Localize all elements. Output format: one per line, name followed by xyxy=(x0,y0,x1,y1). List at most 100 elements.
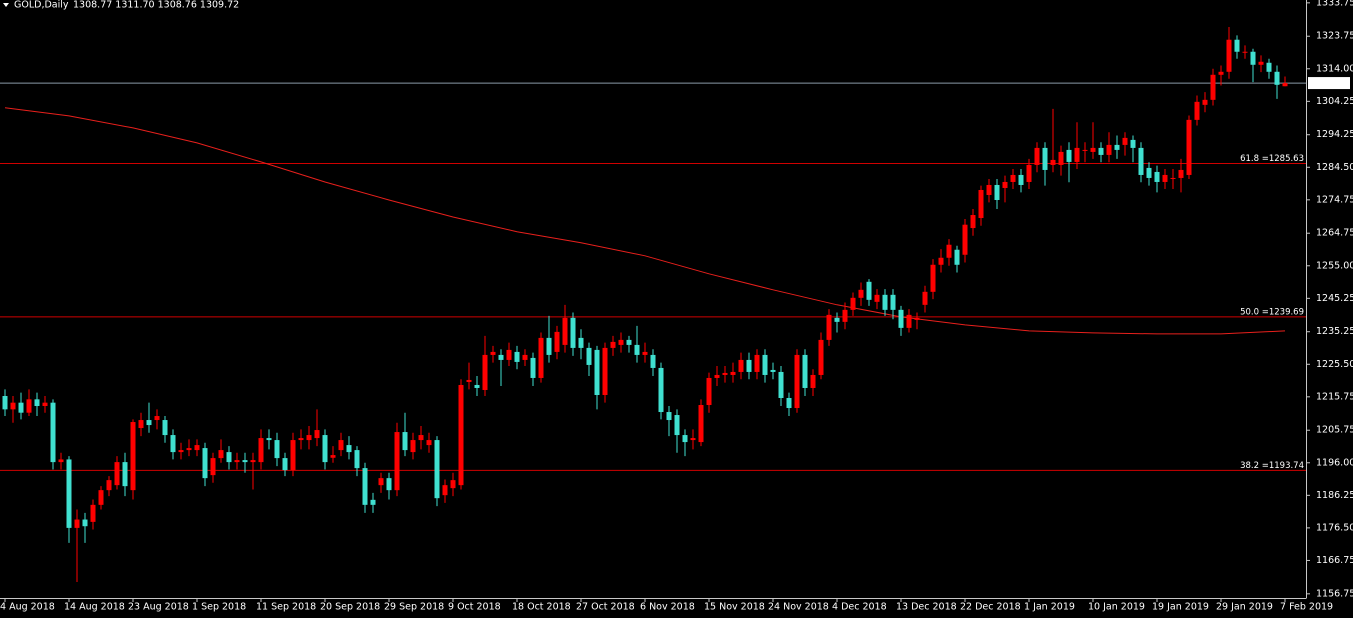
x-tick-label: 1 Jan 2019 xyxy=(1024,602,1075,613)
candle-body xyxy=(322,435,328,463)
candle-body xyxy=(610,341,616,348)
candle-body xyxy=(1034,147,1040,165)
menu-icon[interactable] xyxy=(3,3,9,7)
candle-body xyxy=(682,435,688,443)
candle-body xyxy=(1258,61,1264,65)
x-tick-label: 18 Oct 2018 xyxy=(512,602,571,613)
candle-body xyxy=(1146,167,1152,178)
candle-body xyxy=(394,432,400,491)
x-tick-label: 7 Feb 2019 xyxy=(1280,602,1333,613)
candle-body xyxy=(698,405,704,443)
candle-body xyxy=(810,374,816,388)
x-tick-label: 13 Dec 2018 xyxy=(896,602,957,613)
candle-body xyxy=(1266,62,1272,72)
x-tick-label: 4 Aug 2018 xyxy=(0,602,55,613)
candle-body xyxy=(1130,139,1136,148)
candle-body xyxy=(850,297,856,310)
candle-body xyxy=(338,440,344,451)
candle-body xyxy=(994,184,1000,201)
candle-body xyxy=(754,354,760,372)
candle-body xyxy=(634,344,640,355)
chart-title: GOLD,Daily xyxy=(14,0,69,11)
candle-body xyxy=(450,480,456,489)
candle-body xyxy=(762,354,768,375)
x-tick-label: 15 Nov 2018 xyxy=(704,602,765,613)
candle-body xyxy=(474,384,480,388)
candle-body xyxy=(778,371,784,398)
candle-body xyxy=(1138,147,1144,175)
candle-body xyxy=(546,337,552,355)
candle-body xyxy=(626,339,632,345)
candle-body xyxy=(1210,74,1216,100)
candle-body xyxy=(602,347,608,395)
y-tick-label: 1323.75 xyxy=(1316,31,1353,42)
candle-body xyxy=(330,455,336,458)
candle-body xyxy=(858,289,864,298)
candle-body xyxy=(466,379,472,382)
y-tick-label: 1274.75 xyxy=(1316,194,1353,205)
candle-body xyxy=(490,351,496,355)
candle-body xyxy=(690,438,696,441)
moving-average xyxy=(4,107,1286,335)
candle-body xyxy=(26,399,32,413)
candle-body xyxy=(906,314,912,328)
candle-body xyxy=(218,450,224,459)
candle-body xyxy=(1114,144,1120,150)
x-tick-label: 10 Jan 2019 xyxy=(1088,602,1145,613)
candle-body xyxy=(482,354,488,390)
candle-body xyxy=(170,435,176,453)
candle-body xyxy=(706,377,712,406)
candle-body xyxy=(818,339,824,375)
candle-body xyxy=(314,430,320,439)
candle-body xyxy=(402,432,408,451)
candle-body xyxy=(914,317,920,320)
candle-body xyxy=(730,371,736,375)
candle-body xyxy=(42,402,48,407)
y-tick-label: 1176.50 xyxy=(1316,522,1353,533)
candle-body xyxy=(258,438,264,463)
candle-body xyxy=(786,397,792,409)
candle-body xyxy=(522,354,528,360)
candle-body xyxy=(714,374,720,378)
candle-body xyxy=(946,244,952,258)
candle-body xyxy=(58,459,64,463)
candle-body xyxy=(186,448,192,451)
y-tick-label: 1156.75 xyxy=(1316,588,1353,599)
candle-body xyxy=(458,384,464,486)
candle-body xyxy=(898,309,904,328)
candle-body xyxy=(18,402,24,413)
candle-body xyxy=(874,294,880,302)
y-tick-label: 1205.75 xyxy=(1316,425,1353,436)
y-tick-label: 1196.00 xyxy=(1316,457,1353,468)
candle-body xyxy=(1154,171,1160,182)
candle-body xyxy=(178,450,184,453)
candle-body xyxy=(826,314,832,340)
candle-body xyxy=(842,309,848,322)
candle-body xyxy=(802,354,808,388)
y-tick-label: 1225.50 xyxy=(1316,359,1353,370)
y-tick-label: 1264.75 xyxy=(1316,228,1353,239)
candle-body xyxy=(1170,177,1176,179)
candle-body xyxy=(1234,39,1240,52)
candle-body xyxy=(234,460,240,463)
candle-body xyxy=(618,339,624,345)
candle-body xyxy=(250,460,256,463)
x-tick-label: 27 Oct 2018 xyxy=(576,602,635,613)
candle-body xyxy=(290,440,296,471)
candle-body xyxy=(362,468,368,505)
y-tick-label: 1245.25 xyxy=(1316,293,1353,304)
candle-body xyxy=(962,224,968,255)
candle-body xyxy=(970,215,976,229)
candle-body xyxy=(922,291,928,305)
candle-body xyxy=(194,445,200,451)
candle-body xyxy=(674,415,680,436)
candle-body xyxy=(1274,71,1280,85)
candle-body xyxy=(1098,147,1104,155)
candle-body xyxy=(354,450,360,469)
candle-body xyxy=(538,337,544,378)
candle-body xyxy=(1050,159,1056,165)
candle-body xyxy=(1194,101,1200,120)
candle-body xyxy=(530,357,536,378)
candle-body xyxy=(594,349,600,395)
